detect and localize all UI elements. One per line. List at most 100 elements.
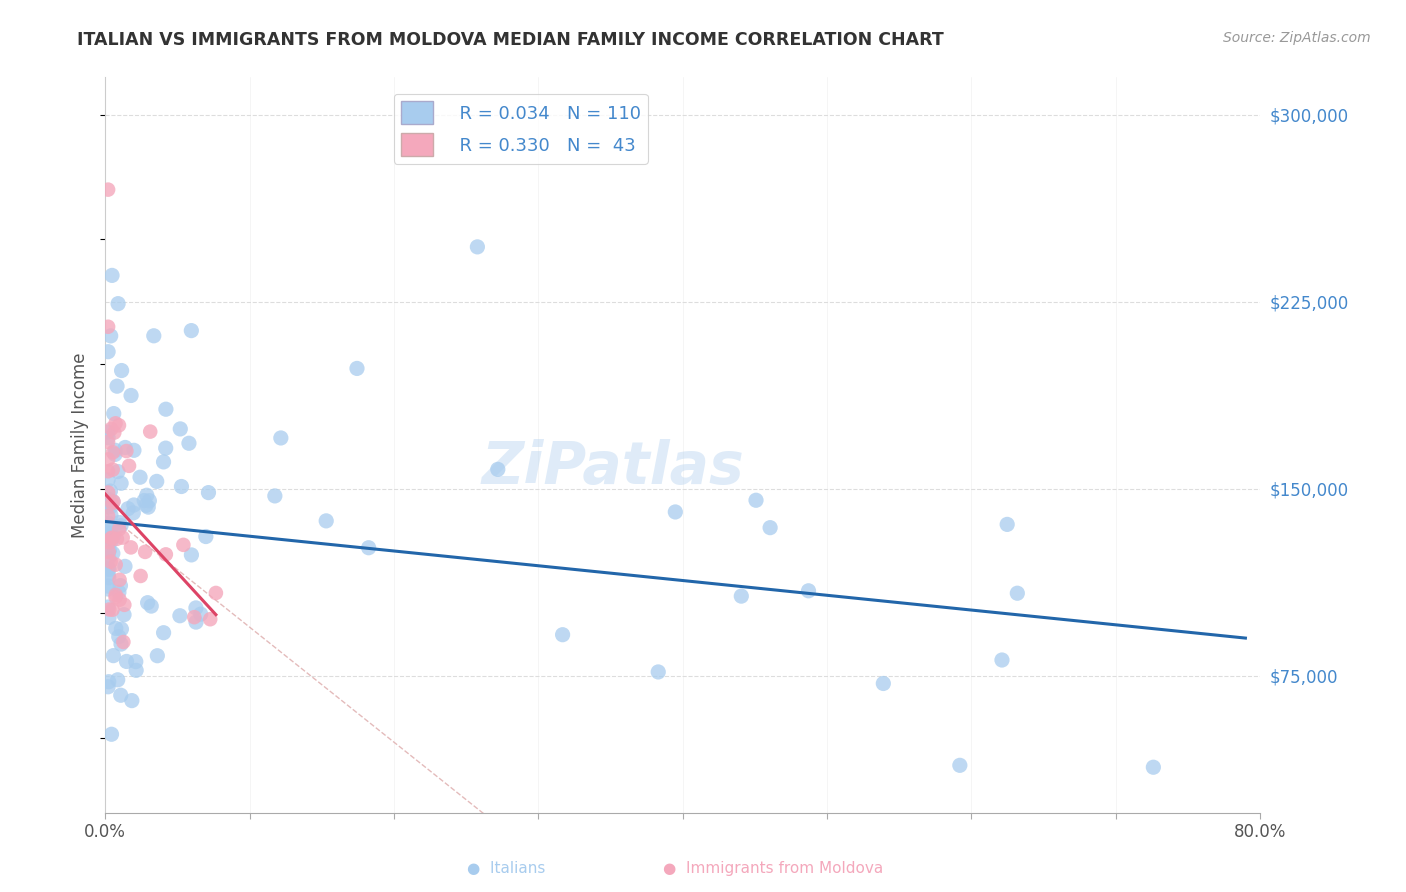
Point	[100, 532, 122, 546]
Point	[104, 588, 127, 602]
Point	[105, 532, 128, 546]
Point	[107, 465, 129, 479]
Point	[98, 602, 121, 616]
Point	[115, 444, 138, 458]
Point	[169, 422, 191, 436]
Point	[97, 183, 120, 197]
Text: Source: ZipAtlas.com: Source: ZipAtlas.com	[1223, 31, 1371, 45]
Point	[745, 493, 768, 508]
Point	[467, 240, 489, 254]
Point	[136, 596, 159, 610]
Point	[1007, 586, 1029, 600]
Point	[98, 610, 121, 624]
Point	[100, 727, 122, 741]
Point	[97, 319, 120, 334]
Point	[110, 476, 132, 491]
Point	[101, 445, 124, 459]
Point	[200, 612, 222, 626]
Point	[107, 673, 129, 687]
Point	[97, 464, 120, 478]
Point	[104, 590, 127, 604]
Point	[97, 582, 120, 596]
Point	[135, 499, 157, 513]
Point	[129, 470, 152, 484]
Point	[170, 479, 193, 493]
Text: ZiPatlas: ZiPatlas	[482, 439, 745, 496]
Point	[114, 441, 136, 455]
Point	[112, 635, 135, 649]
Point	[155, 441, 177, 455]
Point	[100, 500, 122, 514]
Point	[108, 585, 131, 599]
Point	[97, 425, 120, 439]
Point	[949, 758, 972, 772]
Point	[100, 508, 122, 522]
Point	[110, 622, 132, 636]
Point	[97, 579, 120, 593]
Point	[169, 608, 191, 623]
Point	[101, 530, 124, 544]
Point	[108, 418, 131, 433]
Text: ●  Italians: ● Italians	[467, 861, 546, 876]
Text: ●  Immigrants from Moldova: ● Immigrants from Moldova	[664, 861, 883, 876]
Point	[357, 541, 380, 555]
Point	[104, 558, 127, 572]
Point	[190, 607, 212, 622]
Point	[125, 655, 148, 669]
Point	[108, 522, 131, 536]
Point	[97, 434, 120, 449]
Point	[135, 488, 157, 502]
Point	[152, 455, 174, 469]
Point	[138, 493, 160, 508]
Point	[134, 493, 156, 508]
Point	[872, 676, 894, 690]
Point	[730, 589, 752, 603]
Point	[110, 637, 132, 651]
Point	[110, 518, 132, 533]
Point	[205, 586, 228, 600]
Point	[118, 458, 141, 473]
Point	[120, 388, 142, 402]
Point	[129, 569, 152, 583]
Point	[486, 462, 509, 476]
Point	[103, 648, 125, 663]
Point	[97, 495, 120, 509]
Point	[101, 603, 124, 617]
Point	[121, 693, 143, 707]
Point	[155, 402, 177, 417]
Point	[184, 615, 207, 629]
Point	[197, 485, 219, 500]
Point	[97, 508, 120, 523]
Point	[152, 625, 174, 640]
Point	[100, 484, 122, 499]
Point	[97, 473, 120, 487]
Point	[172, 538, 194, 552]
Point	[100, 422, 122, 436]
Point	[1142, 760, 1164, 774]
Point	[103, 407, 125, 421]
Point	[100, 534, 122, 549]
Point	[97, 344, 120, 359]
Point	[104, 443, 127, 458]
Point	[115, 655, 138, 669]
Point	[103, 425, 125, 440]
Point	[97, 680, 120, 694]
Point	[108, 592, 131, 607]
Point	[101, 546, 124, 560]
Point	[270, 431, 292, 445]
Point	[97, 485, 120, 500]
Point	[146, 648, 169, 663]
Legend:   R = 0.034   N = 110,   R = 0.330   N =  43: R = 0.034 N = 110, R = 0.330 N = 43	[394, 94, 648, 164]
Point	[101, 462, 124, 476]
Point	[97, 452, 120, 467]
Point	[101, 494, 124, 508]
Point	[110, 579, 132, 593]
Point	[105, 379, 128, 393]
Point	[114, 559, 136, 574]
Point	[263, 489, 285, 503]
Point	[184, 601, 207, 615]
Point	[101, 496, 124, 510]
Point	[122, 506, 145, 520]
Point	[797, 583, 820, 598]
Point	[100, 529, 122, 543]
